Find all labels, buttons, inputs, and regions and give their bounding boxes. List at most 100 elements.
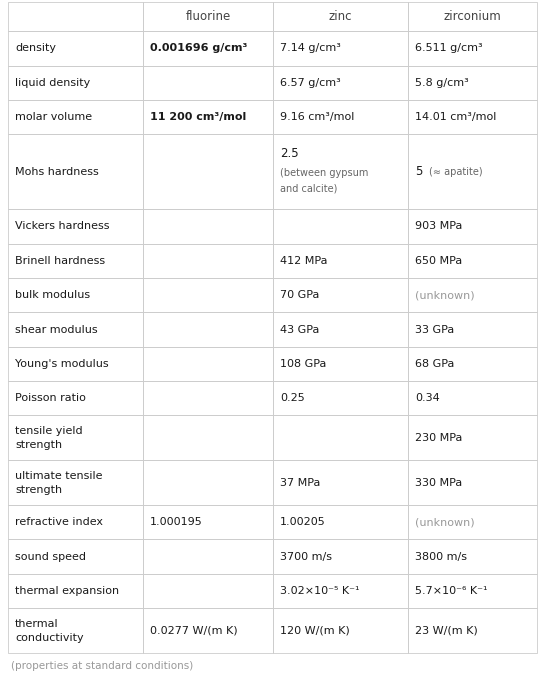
Text: density: density [15,44,56,53]
Bar [8,244,143,278]
Text: 5: 5 [415,165,422,178]
Text: 120 W/(m K): 120 W/(m K) [280,626,350,635]
Bar [273,415,408,460]
Bar [408,313,537,347]
Text: Vickers hardness: Vickers hardness [15,221,110,232]
Bar [8,539,143,574]
Bar [408,2,537,31]
Text: 43 GPa: 43 GPa [280,325,319,334]
Bar [8,347,143,381]
Bar [8,65,143,100]
Bar [8,381,143,415]
Text: 5.7×10⁻⁶ K⁻¹: 5.7×10⁻⁶ K⁻¹ [415,586,487,596]
Text: 37 MPa: 37 MPa [280,477,320,488]
Text: Poisson ratio: Poisson ratio [15,394,86,403]
Bar [273,100,408,134]
Text: liquid density: liquid density [15,78,90,88]
Text: thermal: thermal [15,618,59,629]
Bar [408,608,537,653]
Bar [408,209,537,244]
Text: 903 MPa: 903 MPa [415,221,462,232]
Bar [273,313,408,347]
Bar [8,209,143,244]
Text: 108 GPa: 108 GPa [280,359,326,369]
Bar [8,31,143,65]
Text: shear modulus: shear modulus [15,325,98,334]
Bar [273,31,408,65]
Bar [143,415,273,460]
Text: (≈ apatite): (≈ apatite) [429,167,483,177]
Bar [273,381,408,415]
Text: strength: strength [15,440,62,450]
Text: thermal expansion: thermal expansion [15,586,119,596]
Text: (between gypsum: (between gypsum [280,168,368,178]
Bar [8,460,143,505]
Bar [8,100,143,134]
Text: 3.02×10⁻⁵ K⁻¹: 3.02×10⁻⁵ K⁻¹ [280,586,360,596]
Text: conductivity: conductivity [15,633,83,643]
Bar [143,209,273,244]
Bar [143,134,273,209]
Bar [8,505,143,539]
Text: 7.14 g/cm³: 7.14 g/cm³ [280,44,341,53]
Bar [408,244,537,278]
Bar [143,460,273,505]
Text: 650 MPa: 650 MPa [415,256,462,266]
Text: 9.16 cm³/mol: 9.16 cm³/mol [280,112,354,122]
Bar [273,539,408,574]
Bar [408,415,537,460]
Text: Brinell hardness: Brinell hardness [15,256,105,266]
Text: 3700 m/s: 3700 m/s [280,552,332,562]
Text: 330 MPa: 330 MPa [415,477,462,488]
Bar [273,65,408,100]
Text: 23 W/(m K): 23 W/(m K) [415,626,478,635]
Bar [408,65,537,100]
Text: molar volume: molar volume [15,112,92,122]
Text: 0.0277 W/(m K): 0.0277 W/(m K) [150,626,238,635]
Bar [273,244,408,278]
Bar [143,31,273,65]
Text: tensile yield: tensile yield [15,426,83,436]
Bar [408,574,537,608]
Bar [408,460,537,505]
Text: 1.00205: 1.00205 [280,518,326,527]
Text: 70 GPa: 70 GPa [280,290,319,300]
Text: 230 MPa: 230 MPa [415,433,462,443]
Bar [8,574,143,608]
Bar [143,539,273,574]
Bar [273,134,408,209]
Text: Young's modulus: Young's modulus [15,359,108,369]
Bar [143,608,273,653]
Bar [273,278,408,313]
Text: 2.5: 2.5 [280,146,299,159]
Bar [273,209,408,244]
Bar [273,2,408,31]
Text: ultimate tensile: ultimate tensile [15,471,102,481]
Text: zinc: zinc [329,10,352,23]
Bar [143,244,273,278]
Bar [8,313,143,347]
Bar [8,2,143,31]
Bar [143,574,273,608]
Text: (unknown): (unknown) [415,290,475,300]
Bar [408,134,537,209]
Bar [143,505,273,539]
Text: 14.01 cm³/mol: 14.01 cm³/mol [415,112,496,122]
Text: 11 200 cm³/mol: 11 200 cm³/mol [150,112,246,122]
Text: Mohs hardness: Mohs hardness [15,167,99,177]
Bar [408,31,537,65]
Text: 33 GPa: 33 GPa [415,325,454,334]
Text: 0.25: 0.25 [280,394,305,403]
Text: fluorine: fluorine [185,10,231,23]
Bar [273,574,408,608]
Text: zirconium: zirconium [444,10,501,23]
Text: 0.001696 g/cm³: 0.001696 g/cm³ [150,44,247,53]
Text: 6.57 g/cm³: 6.57 g/cm³ [280,78,341,88]
Bar [273,460,408,505]
Bar [143,2,273,31]
Text: bulk modulus: bulk modulus [15,290,90,300]
Bar [143,313,273,347]
Bar [143,278,273,313]
Bar [408,505,537,539]
Bar [143,347,273,381]
